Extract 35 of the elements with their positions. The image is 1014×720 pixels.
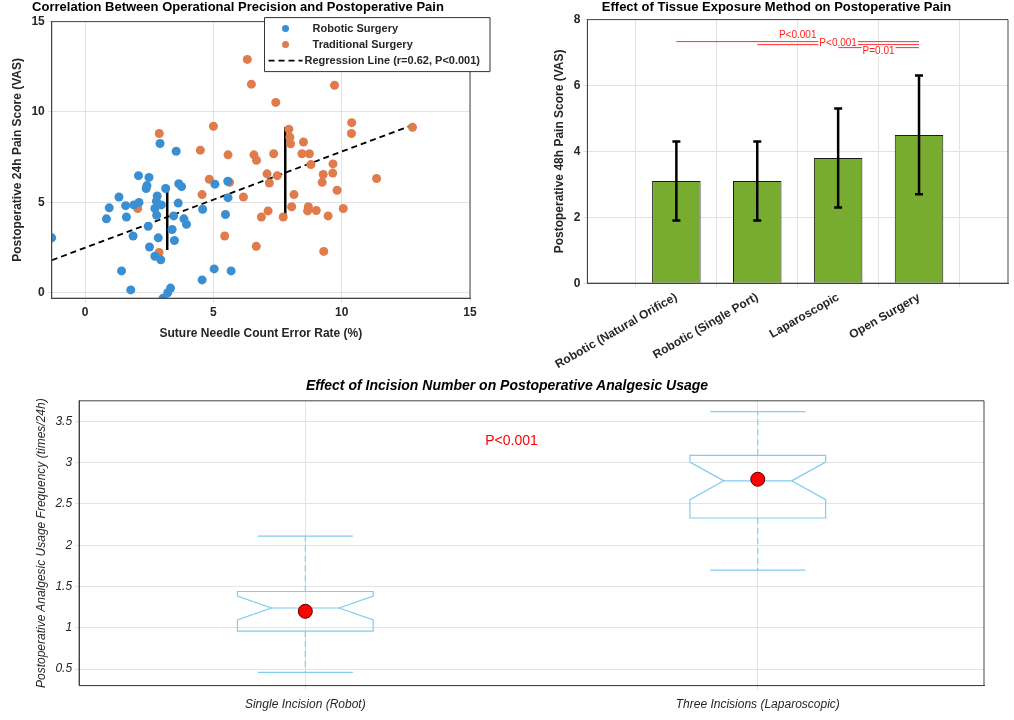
y-tick-label: 8 (573, 11, 581, 26)
chart-title: Effect of Incision Number on Postoperative Analgesic Usage (305, 377, 709, 394)
legend-label: Regression Line (r=0.62, P<0.001) (304, 53, 481, 66)
y-tick-label: 2 (573, 209, 581, 224)
y-axis-title: Postoperative 24h Pain Score (VAS) (9, 57, 24, 262)
y-axis-title: Postoperative 48h Pain Score (VAS) (551, 49, 566, 254)
legend-label: Traditional Surgery (312, 37, 414, 50)
y-axis-title: Postoperative Analgesic Usage Frequency (times/24h) (33, 398, 48, 689)
y-tick-label: 0.5 (55, 661, 73, 676)
x-tick-label: Three Incisions (Laparoscopic) (675, 697, 840, 712)
y-tick-label: 1 (65, 620, 73, 635)
annotation: P<0.001 (819, 37, 858, 49)
y-tick-label: 1.5 (55, 578, 73, 593)
annotation: P<0.001 (778, 29, 817, 41)
y-tick-label: 2.5 (54, 496, 73, 511)
x-tick-label: 5 (210, 304, 218, 319)
y-tick-label: 0 (573, 275, 581, 290)
y-tick-label: 15 (31, 13, 46, 28)
y-tick-label: 2 (64, 537, 73, 552)
x-axis-title: Suture Needle Count Error Rate (%) (159, 326, 363, 341)
legend-label: Robotic Surgery (312, 21, 399, 34)
annotation: P<0.001 (485, 431, 539, 448)
x-tick-label: 0 (81, 304, 89, 319)
y-tick-label: 3 (65, 455, 73, 470)
x-tick-label: Single Incision (Robot) (244, 697, 366, 712)
x-tick-label: 10 (335, 304, 349, 319)
y-tick-label: 3.5 (55, 413, 73, 428)
y-tick-label: 6 (573, 77, 581, 92)
y-tick-label: 10 (31, 104, 46, 119)
x-tick-label: 15 (463, 304, 477, 319)
annotation: P=0.01 (862, 45, 895, 57)
chart-title: Effect of Tissue Exposure Method on Postoperative Pain (601, 0, 952, 15)
y-tick-label: 4 (573, 143, 581, 158)
chart-title: Correlation Between Operational Precision and Postoperative Pain (32, 0, 444, 15)
y-tick-label: 5 (38, 194, 46, 209)
